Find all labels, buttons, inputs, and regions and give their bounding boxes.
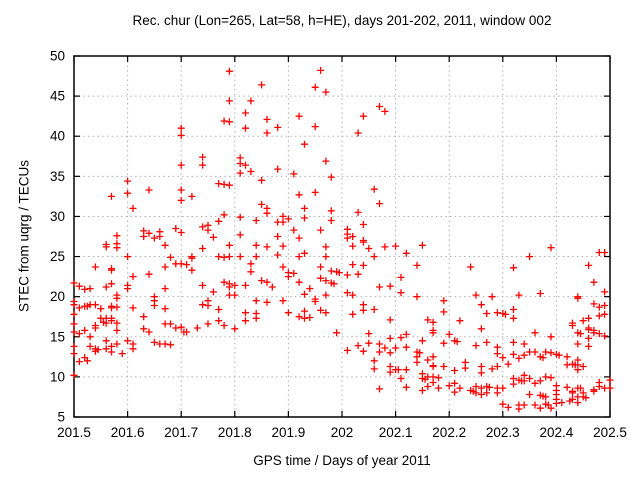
y-tick-label: 5	[57, 410, 65, 425]
y-tick-label: 30	[50, 209, 65, 224]
y-tick-label: 40	[50, 129, 65, 144]
x-tick-label: 202.4	[540, 425, 574, 440]
x-tick-label: 201.7	[164, 425, 198, 440]
x-tick-label: 201.5	[57, 425, 91, 440]
x-tick-label: 202.3	[486, 425, 520, 440]
x-tick-label: 202	[331, 425, 354, 440]
x-tick-label: 201.6	[111, 425, 145, 440]
y-tick-label: 10	[50, 369, 65, 384]
chart-title: Rec. chur (Lon=265, Lat=58, h=HE), days …	[132, 13, 552, 28]
y-tick-label: 45	[50, 89, 65, 104]
y-tick-label: 20	[50, 289, 65, 304]
x-tick-label: 202.5	[593, 425, 627, 440]
x-axis-label: GPS time / Days of year 2011	[253, 453, 431, 468]
x-tick-label: 201.8	[218, 425, 252, 440]
y-tick-label: 35	[50, 169, 65, 184]
y-tick-label: 15	[50, 329, 65, 344]
x-tick-label: 201.9	[272, 425, 306, 440]
x-tick-label: 202.1	[379, 425, 413, 440]
scatter-series	[70, 66, 614, 413]
x-tick-label: 202.2	[432, 425, 466, 440]
y-tick-label: 25	[50, 249, 65, 264]
y-tick-label: 50	[50, 49, 65, 64]
